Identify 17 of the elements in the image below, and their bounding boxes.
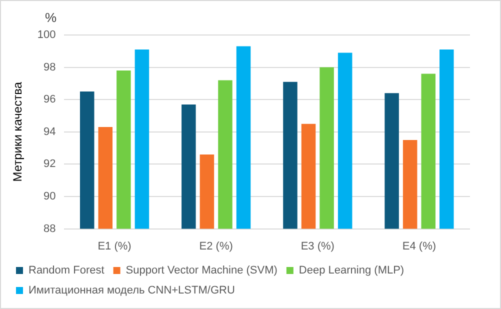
x-tick-label: E3 (%) xyxy=(300,240,334,252)
y-tick-label: 100 xyxy=(37,29,56,42)
y-tick-label: 88 xyxy=(44,222,56,235)
y-tick-label: 98 xyxy=(44,61,56,74)
x-tick-label: E1 (%) xyxy=(98,240,132,252)
legend-label: Random Forest xyxy=(28,264,104,277)
y-tick-label: 90 xyxy=(44,190,56,203)
text: % xyxy=(45,10,57,26)
y-axis-title: Метрики качества xyxy=(10,82,25,182)
x-tick-label: E4 (%) xyxy=(402,240,436,252)
y-tick-label: 92 xyxy=(44,158,56,170)
legend-label: Deep Learning (MLP) xyxy=(298,264,404,277)
y-tick-label: 96 xyxy=(44,94,56,106)
x-tick-label: E2 (%) xyxy=(199,240,233,252)
legend-label: Имитационная модель CNN+LSTM/GRU xyxy=(28,284,235,297)
legend-label: Support Vector Machine (SVM) xyxy=(126,264,278,277)
y-tick-label: 94 xyxy=(44,126,56,138)
